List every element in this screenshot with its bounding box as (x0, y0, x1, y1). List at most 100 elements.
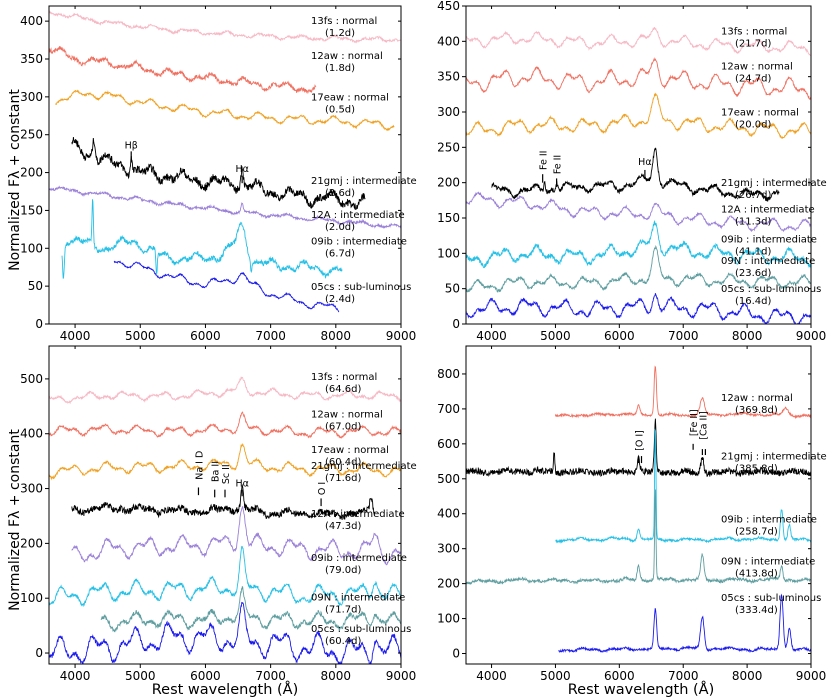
spectrum-12aw (554, 365, 811, 420)
y-tick-label: 800 (437, 367, 460, 381)
series-label-12aw: 12aw : normal (311, 51, 383, 62)
series-label-13fs: 13fs : normal (311, 16, 377, 27)
spectra (49, 10, 401, 313)
spectrum-09ib (555, 428, 811, 544)
y-tick-label: 300 (437, 542, 460, 556)
annotation-label: [Ca II] (698, 411, 709, 440)
x-tick-label: 8000 (321, 329, 352, 343)
series-label-09ib: 09ib : intermediate (721, 514, 817, 525)
series-label-09N: 09N : intermediate (721, 556, 815, 567)
series-label-12A: 12A : intermediate (311, 509, 405, 520)
spectrum-21gmj (466, 418, 811, 478)
spectrum-12A (466, 191, 811, 233)
y-tick-label: 350 (20, 52, 43, 66)
series-epoch-21gmj: (2.6d) (325, 188, 355, 199)
y-tick-label: 300 (437, 105, 460, 119)
x-tick-label: 9000 (386, 329, 417, 343)
spectrum-05cs (466, 293, 811, 324)
spectrum-05cs (113, 260, 340, 313)
spectrum-17eaw (466, 92, 811, 140)
spectrum-21gmj (71, 136, 366, 211)
series-label-12aw: 12aw : normal (721, 62, 793, 73)
panel-bottom-left: 4000 5000 6000 7000 8000 9000 0 100 200 300 400 500… (20, 345, 417, 683)
spectra (466, 365, 811, 653)
y-tick-label: 150 (437, 211, 460, 225)
series-epoch-09N: (23.6d) (735, 268, 772, 279)
x-tick-label: 4000 (60, 329, 91, 343)
series-label-12A: 12A : intermediate (311, 210, 405, 221)
series-label-05cs: 05cs : sub-luminous (311, 282, 411, 293)
series-epoch-13fs: (21.7d) (735, 38, 772, 49)
x-tick-label: 8000 (732, 669, 763, 683)
x-tick-label: 5000 (125, 329, 156, 343)
annotation-label: O I (317, 482, 328, 495)
series-epoch-09N: (71.7d) (325, 604, 362, 615)
x-tick-label: 4000 (476, 669, 507, 683)
y-tick-label: 250 (437, 140, 460, 154)
y-tick-label: 200 (20, 166, 43, 180)
y-tick-label: 300 (20, 482, 43, 496)
panel-bottom-right: 4000 5000 6000 7000 8000 9000 0 100 200 300 400 500… (437, 345, 827, 683)
series-epoch-09ib: (6.7d) (325, 249, 355, 260)
axes-frame (465, 345, 812, 665)
x-tick-label: 7000 (255, 329, 286, 343)
x-axis-label-right: Rest wavelength (Å) (568, 681, 715, 698)
spectrum-09ib (49, 545, 401, 607)
y-tick-label: 500 (20, 372, 43, 386)
x-tick-label: 7000 (668, 329, 699, 343)
x-tick-label: 4000 (476, 329, 507, 343)
axes-frame (48, 345, 402, 665)
annotation-label: [O I] (635, 430, 646, 451)
y-tick-label: 400 (20, 427, 43, 441)
series-label-13fs: 13fs : normal (721, 26, 787, 37)
y-tick-label: 0 (35, 646, 43, 660)
spectrum-09ib (466, 219, 811, 269)
y-tick-label: 300 (20, 90, 43, 104)
series-epoch-21gmj: (71.6d) (325, 473, 362, 484)
y-tick-label: 0 (35, 317, 43, 331)
series-epoch-05cs: (333.4d) (735, 605, 778, 616)
x-tick-label: 4000 (60, 669, 91, 683)
spectrum-12A (71, 506, 401, 566)
series-label-12aw: 12aw : normal (721, 393, 793, 404)
series-epoch-17eaw: (0.5d) (325, 105, 355, 116)
y-tick-label: 200 (437, 577, 460, 591)
annotation-label: Fe II (553, 155, 564, 174)
x-tick-label: 6000 (604, 329, 635, 343)
y-tick-label: 150 (20, 203, 43, 217)
series-epoch-09N: (413.8d) (735, 568, 778, 579)
x-tick-label: 6000 (604, 669, 635, 683)
series-label-05cs: 05cs : sub-luminous (721, 593, 821, 604)
y-tick-label: 450 (437, 0, 460, 13)
series-label-12A: 12A : intermediate (721, 204, 815, 215)
series-epoch-09ib: (79.0d) (325, 565, 362, 576)
series-epoch-13fs: (1.2d) (325, 28, 355, 39)
y-tick-label: 400 (20, 14, 43, 28)
series-label-21gmj: 21gmj : intermediate (311, 176, 417, 187)
x-tick-label: 6000 (190, 669, 221, 683)
x-tick-label: 5000 (125, 669, 156, 683)
series-epoch-12aw: (24.7d) (735, 74, 772, 85)
annotation-label: Ba II (211, 461, 222, 482)
x-tick-label: 9000 (386, 669, 417, 683)
y-tick-label: 0 (452, 317, 460, 331)
series-epoch-17eaw: (20.0d) (735, 120, 772, 131)
x-tick-label: 5000 (540, 669, 571, 683)
series-epoch-05cs: (60.4d) (325, 636, 362, 647)
y-tick-label: 100 (20, 241, 43, 255)
series-label-17eaw: 17eaw : normal (311, 445, 389, 456)
y-tick-label: 50 (28, 279, 43, 293)
annotation-label: Sc II (221, 464, 232, 484)
spectrum-21gmj (491, 147, 780, 202)
annotation-label: Hβ (125, 140, 138, 151)
spectrum-13fs (49, 10, 401, 44)
x-tick-label: 9000 (796, 329, 827, 343)
x-tick-label: 7000 (668, 669, 699, 683)
y-tick-label: 0 (452, 647, 460, 661)
series-epoch-09ib: (41.1d) (735, 247, 772, 258)
spectra (466, 26, 811, 324)
y-tick-label: 400 (437, 34, 460, 48)
y-tick-label: 700 (437, 402, 460, 416)
panel-top-left: 4000 5000 6000 7000 8000 9000 0 50 100 150 200 250 3… (20, 5, 417, 343)
spectra (49, 376, 401, 664)
